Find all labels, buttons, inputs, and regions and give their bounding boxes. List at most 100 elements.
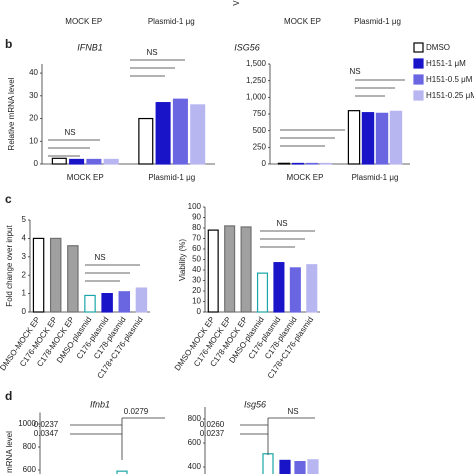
y-tick-label: 1000 bbox=[18, 419, 36, 428]
y-tick-label: 10 bbox=[29, 136, 38, 145]
y-tick-label: 1,500 bbox=[246, 59, 267, 68]
y-axis-label: Via bbox=[232, 0, 241, 6]
bar bbox=[389, 110, 403, 165]
legend-swatch bbox=[413, 58, 424, 69]
y-tick-label: 70 bbox=[192, 234, 201, 243]
chart-title: Isg56 bbox=[244, 399, 266, 409]
panel-label: d bbox=[5, 389, 12, 403]
y-tick-label: 600 bbox=[23, 465, 37, 474]
bar bbox=[291, 162, 305, 165]
y-tick-label: 0 bbox=[262, 159, 267, 168]
bar bbox=[279, 459, 291, 474]
bar bbox=[375, 112, 389, 165]
y-tick-label: 0 bbox=[34, 159, 39, 168]
x-tick-label: MOCK EP bbox=[287, 173, 324, 182]
x-tick-label: Plasmid-1 μg bbox=[148, 173, 195, 182]
x-tick-label: MOCK EP bbox=[65, 17, 102, 26]
bar bbox=[84, 294, 96, 313]
bar bbox=[294, 461, 306, 474]
y-tick-label: 20 bbox=[192, 286, 201, 295]
bar bbox=[101, 293, 113, 313]
y-tick-label: 20 bbox=[29, 114, 38, 123]
bar bbox=[289, 267, 301, 313]
legend-label: H151-1 μM bbox=[426, 59, 466, 68]
y-tick-label: 600 bbox=[188, 438, 202, 447]
bar bbox=[307, 459, 319, 474]
chart-title: Ifnb1 bbox=[90, 399, 110, 409]
y-tick-label: 800 bbox=[188, 414, 202, 423]
y-tick-label: 30 bbox=[29, 91, 38, 100]
annotation: 0.0237 bbox=[200, 429, 225, 438]
bar bbox=[262, 453, 274, 474]
bar bbox=[118, 291, 131, 313]
bar bbox=[273, 262, 285, 313]
bar bbox=[319, 162, 333, 165]
bar bbox=[86, 158, 102, 165]
legend-swatch bbox=[413, 74, 424, 85]
y-tick-label: 1,250 bbox=[246, 76, 267, 85]
annotation: NS bbox=[276, 219, 287, 228]
annotation: NS bbox=[64, 128, 75, 137]
y-axis-label: Viability (%) bbox=[178, 239, 187, 281]
y-tick-label: 10 bbox=[192, 297, 201, 306]
annotation: 0.0260 bbox=[200, 420, 225, 429]
bar bbox=[305, 162, 319, 165]
chart-title: IFNB1 bbox=[77, 42, 103, 52]
x-tick-label: Plasmid-1 μg bbox=[354, 17, 401, 26]
bar bbox=[240, 226, 252, 313]
bar bbox=[306, 264, 318, 313]
bar bbox=[116, 470, 128, 474]
legend-label: DMSO bbox=[426, 43, 450, 52]
y-tick-label: 100 bbox=[188, 202, 202, 211]
annotation: NS bbox=[287, 407, 298, 416]
bar bbox=[135, 287, 148, 313]
legend-swatch bbox=[413, 42, 424, 53]
y-tick-label: 500 bbox=[253, 126, 267, 135]
legend-label: H151-0.25 μM bbox=[426, 91, 474, 100]
y-tick-label: 1,000 bbox=[246, 92, 267, 101]
y-tick-label: 60 bbox=[192, 244, 201, 253]
bar bbox=[103, 158, 119, 165]
y-tick-label: 90 bbox=[192, 213, 201, 222]
y-tick-label: 400 bbox=[188, 462, 202, 471]
panel-label: b bbox=[5, 37, 12, 51]
annotation: 0.0237 bbox=[34, 420, 59, 429]
bar bbox=[138, 117, 154, 165]
y-tick-label: 250 bbox=[253, 142, 267, 151]
y-tick-label: 4 bbox=[22, 234, 27, 243]
annotation: 0.0347 bbox=[34, 429, 59, 438]
bar bbox=[67, 245, 79, 313]
legend-swatch bbox=[413, 90, 424, 101]
y-tick-label: 30 bbox=[192, 276, 201, 285]
x-tick-label: Plasmid-1 μg bbox=[148, 17, 195, 26]
annotation: NS bbox=[349, 67, 360, 76]
y-tick-label: 1 bbox=[22, 289, 27, 298]
bar bbox=[277, 162, 291, 165]
x-tick-label: Plasmid-1 μg bbox=[352, 173, 399, 182]
y-tick-label: 3 bbox=[22, 252, 27, 261]
chart-title: ISG56 bbox=[234, 42, 260, 52]
y-tick-label: 80 bbox=[192, 223, 201, 232]
y-tick-label: 0 bbox=[197, 307, 202, 316]
y-tick-label: 50 bbox=[192, 255, 201, 264]
y-axis-label: mRNA level bbox=[5, 431, 14, 473]
bar bbox=[155, 102, 171, 165]
bar bbox=[190, 104, 206, 165]
bar bbox=[172, 98, 188, 165]
x-tick-label: MOCK EP bbox=[67, 173, 104, 182]
bar bbox=[207, 229, 219, 313]
y-tick-label: 800 bbox=[23, 442, 37, 451]
legend-label: H151-0.5 μM bbox=[426, 75, 473, 84]
y-tick-label: 0 bbox=[22, 307, 27, 316]
annotation: NS bbox=[94, 253, 105, 262]
y-tick-label: 750 bbox=[253, 109, 267, 118]
y-tick-label: 2 bbox=[22, 270, 27, 279]
panel-label: c bbox=[5, 192, 12, 206]
y-tick-label: 5 bbox=[22, 215, 27, 224]
annotation: NS bbox=[146, 48, 157, 57]
bar bbox=[361, 112, 375, 165]
y-axis-label: Relative mRNA level bbox=[7, 77, 16, 150]
bar bbox=[51, 157, 67, 165]
bar bbox=[32, 237, 45, 313]
